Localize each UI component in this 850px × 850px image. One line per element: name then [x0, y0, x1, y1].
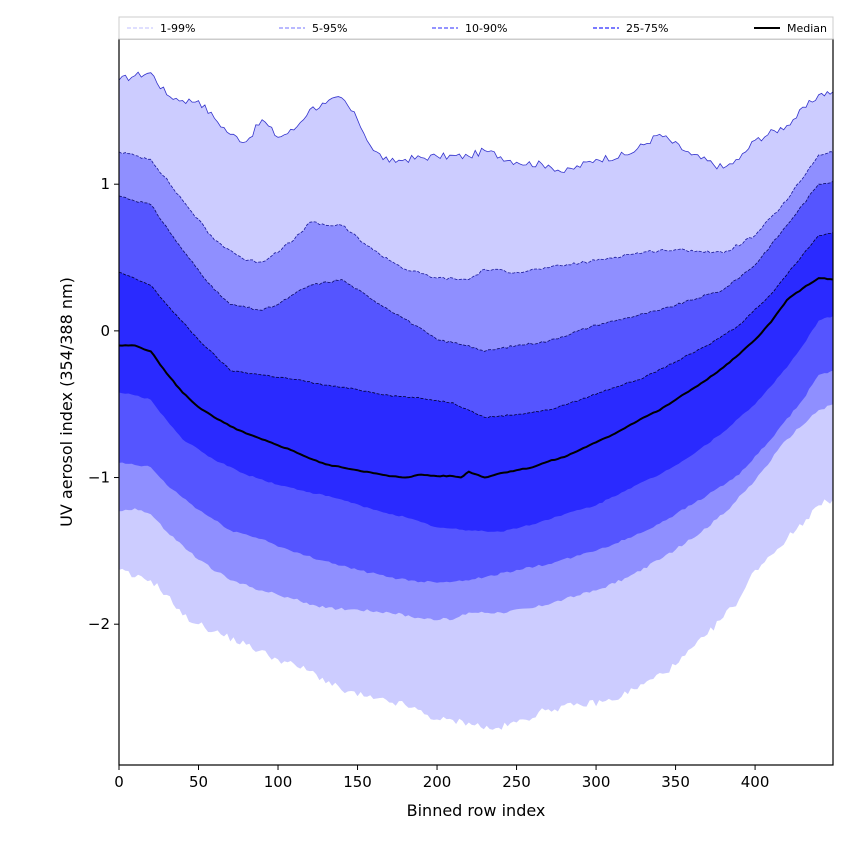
legend: 1-99% 5-95% 10-90% 25-75% Median	[118, 16, 834, 40]
y-tick-label: 0	[100, 322, 110, 340]
x-tick-label: 200	[423, 773, 452, 791]
legend-box	[118, 16, 834, 40]
x-tick-label: 250	[502, 773, 531, 791]
legend-label: 25-75%	[626, 22, 668, 35]
legend-label: Median	[787, 22, 827, 35]
band-25-75pct	[119, 232, 833, 532]
x-tick-label: 400	[741, 773, 770, 791]
legend-label: 5-95%	[312, 22, 347, 35]
y-tick-label: −1	[88, 469, 110, 487]
x-axis-label: Binned row index	[407, 801, 546, 820]
median-line	[118, 277, 834, 479]
x-tick-label: 50	[189, 773, 208, 791]
legend-label: 1-99%	[160, 22, 195, 35]
y-tick-label: 1	[100, 175, 110, 193]
band-upper-edge-25-75pct	[118, 232, 834, 419]
legend-label: 10-90%	[465, 22, 507, 35]
plot-area	[118, 71, 834, 730]
x-tick-label: 100	[264, 773, 293, 791]
y-axis-label: UV aerosol index (354/388 nm)	[57, 277, 76, 527]
x-tick-label: 0	[114, 773, 124, 791]
band-upper-edge-5-95pct	[118, 151, 834, 281]
band-upper-edge-10-90pct	[118, 180, 834, 352]
x-axis: 0 50 100 150 200 250 300 350 400	[114, 765, 769, 791]
y-tick-label: −2	[88, 615, 110, 633]
x-tick-label: 300	[582, 773, 611, 791]
y-axis: 1 0 −1 −2	[88, 175, 119, 633]
x-tick-label: 150	[343, 773, 372, 791]
band-upper-edge-1-99pct	[118, 71, 834, 173]
x-tick-label: 350	[661, 773, 690, 791]
